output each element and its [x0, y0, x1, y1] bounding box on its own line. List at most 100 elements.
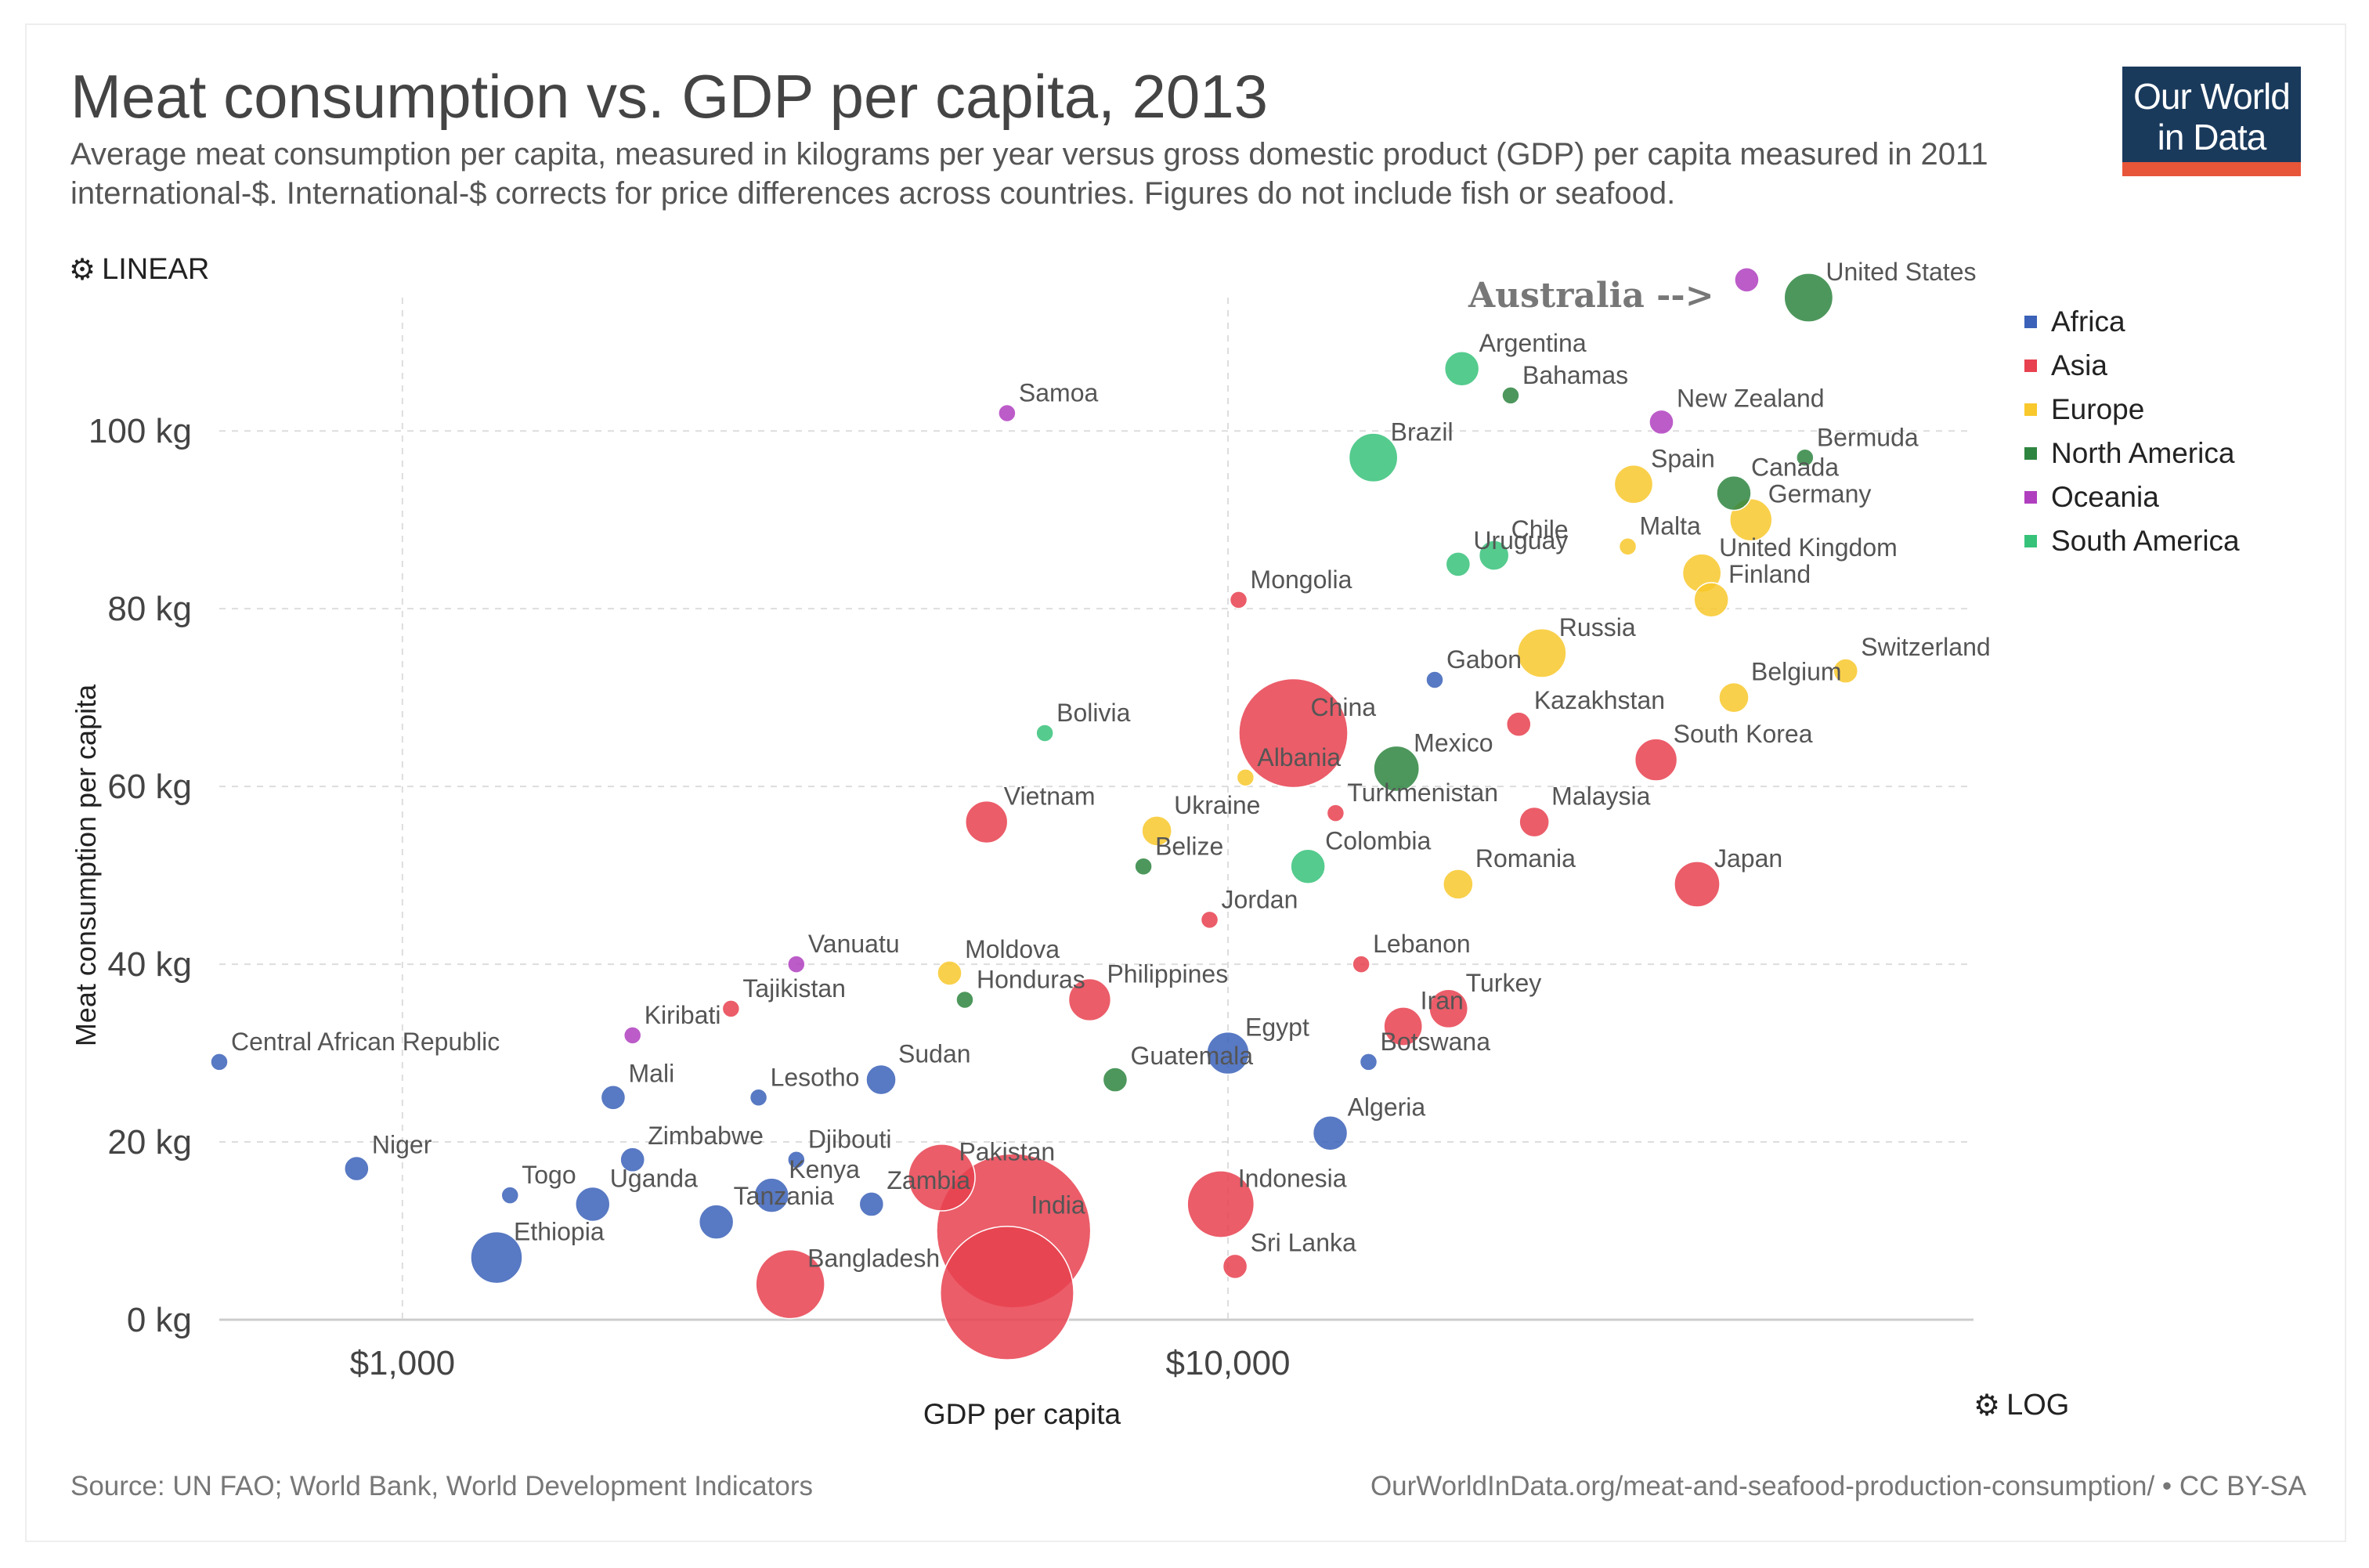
point-malaysia	[1519, 806, 1550, 838]
point-kazakhstan	[1505, 711, 1532, 738]
point-kenya	[753, 1177, 789, 1213]
point-sudan	[865, 1064, 897, 1096]
label-spain: Spain	[1651, 444, 1715, 472]
label-djibouti: Djibouti	[808, 1125, 892, 1154]
chart-title: Meat consumption vs. GDP per capita, 201…	[70, 62, 1269, 131]
legend-item-south-america[interactable]: South America	[2024, 519, 2240, 563]
linear-scale-toggle[interactable]: ⚙ LINEAR	[69, 252, 209, 287]
australia-annotation: Australia -->	[1468, 276, 1714, 316]
label-lesotho: Lesotho	[771, 1063, 860, 1091]
label-lebanon: Lebanon	[1373, 930, 1471, 958]
point-japan	[1674, 861, 1721, 908]
legend-item-north-america[interactable]: North America	[2024, 432, 2240, 475]
label-south-korea: South Korea	[1674, 720, 1813, 748]
point-malta	[1618, 537, 1638, 556]
point-bangladesh	[755, 1248, 825, 1320]
legend-label: Europe	[2051, 393, 2145, 425]
logo-line-1: Our World	[2133, 76, 2291, 117]
point-uruguay	[1445, 551, 1472, 577]
legend-label: Africa	[2051, 305, 2125, 338]
label-zambia: Zambia	[887, 1166, 970, 1194]
label-germany: Germany	[1768, 480, 1872, 508]
label-zimbabwe: Zimbabwe	[648, 1122, 764, 1150]
legend-label: Asia	[2051, 349, 2107, 381]
label-guatemala: Guatemala	[1130, 1042, 1253, 1070]
point-brazil	[1348, 432, 1399, 483]
point-algeria	[1312, 1115, 1349, 1151]
label-india: India	[1031, 1191, 1085, 1219]
point-bahamas	[1501, 386, 1520, 405]
label-ethiopia: Ethiopia	[514, 1218, 605, 1246]
label-colombia: Colombia	[1325, 826, 1431, 854]
label-vanuatu: Vanuatu	[808, 930, 900, 958]
point-togo	[500, 1186, 520, 1205]
label-uruguay: Uruguay	[1473, 526, 1568, 555]
point-argentina	[1443, 351, 1480, 387]
point-australia	[1734, 266, 1760, 293]
label-belgium: Belgium	[1751, 658, 1842, 686]
y-tick-label: 80 kg	[107, 590, 192, 628]
legend-swatch	[2024, 316, 2037, 328]
label-romania: Romania	[1475, 844, 1576, 873]
gear-icon: ⚙	[1974, 1389, 2001, 1422]
label-samoa: Samoa	[1019, 379, 1099, 407]
point-canada	[1716, 475, 1752, 511]
chart-card	[25, 23, 2346, 1542]
x-axis-label: GDP per capita	[923, 1398, 1121, 1430]
point-djibouti	[787, 1150, 806, 1169]
point-tajikistan	[721, 999, 741, 1018]
y-tick-label: 40 kg	[107, 945, 192, 984]
label-egypt: Egypt	[1245, 1013, 1309, 1042]
label-malaysia: Malaysia	[1551, 782, 1650, 811]
label-kiribati: Kiribati	[645, 1001, 721, 1029]
label-mongolia: Mongolia	[1251, 565, 1352, 594]
source-url[interactable]: OurWorldInData.org/meat-and-seafood-prod…	[1370, 1471, 2306, 1501]
point-central-african-republic	[210, 1053, 229, 1071]
y-tick-label: 0 kg	[127, 1301, 192, 1339]
source-note: Source: UN FAO; World Bank, World Develo…	[70, 1471, 813, 1501]
label-algeria: Algeria	[1348, 1093, 1426, 1122]
label-turkey: Turkey	[1466, 969, 1542, 997]
legend-swatch	[2024, 447, 2037, 460]
owid-logo[interactable]: Our World in Data	[2122, 67, 2301, 176]
label-united-states: United States	[1826, 258, 1976, 286]
legend-label: North America	[2051, 437, 2235, 469]
label-bolivia: Bolivia	[1056, 699, 1130, 727]
label-albania: Albania	[1257, 743, 1341, 771]
legend-item-asia[interactable]: Asia	[2024, 344, 2240, 388]
point-lebanon	[1352, 955, 1370, 974]
point-guatemala	[1102, 1067, 1129, 1093]
label-mali: Mali	[629, 1060, 675, 1088]
label-mexico: Mexico	[1414, 728, 1493, 757]
point-vanuatu	[787, 955, 806, 974]
point-vietnam	[965, 800, 1009, 844]
point-turkmenistan	[1326, 804, 1345, 822]
point-gabon	[1425, 670, 1444, 689]
point-south-korea	[1634, 738, 1678, 782]
legend-label: South America	[2051, 525, 2240, 557]
label-sudan: Sudan	[898, 1040, 971, 1068]
label-argentina: Argentina	[1479, 329, 1587, 357]
label-finland: Finland	[1728, 560, 1811, 588]
y-tick-label: 100 kg	[88, 412, 192, 450]
label-tanzania: Tanzania	[734, 1182, 834, 1210]
label-iran: Iran	[1421, 987, 1464, 1015]
legend-item-africa[interactable]: Africa	[2024, 300, 2240, 344]
label-canada: Canada	[1751, 453, 1839, 482]
point-russia	[1516, 628, 1567, 678]
point-labels: United States Argentina Bahamas Samoa New Ze…	[231, 258, 1991, 1273]
label-uganda: Uganda	[610, 1164, 698, 1192]
legend-item-europe[interactable]: Europe	[2024, 388, 2240, 432]
log-scale-toggle[interactable]: ⚙ LOG	[1974, 1388, 2069, 1423]
label-switzerland: Switzerland	[1861, 633, 1990, 661]
label-togo: Togo	[522, 1161, 576, 1189]
point-colombia	[1290, 848, 1326, 885]
point-romania	[1443, 869, 1474, 900]
legend-item-oceania[interactable]: Oceania	[2024, 475, 2240, 519]
point-indonesia	[1186, 1170, 1255, 1238]
x-tick-label: $10,000	[1165, 1344, 1290, 1382]
label-malta: Malta	[1640, 512, 1701, 540]
point-zimbabwe	[619, 1147, 646, 1173]
point-mongolia	[1229, 591, 1248, 609]
label-new-zealand: New Zealand	[1677, 384, 1825, 412]
